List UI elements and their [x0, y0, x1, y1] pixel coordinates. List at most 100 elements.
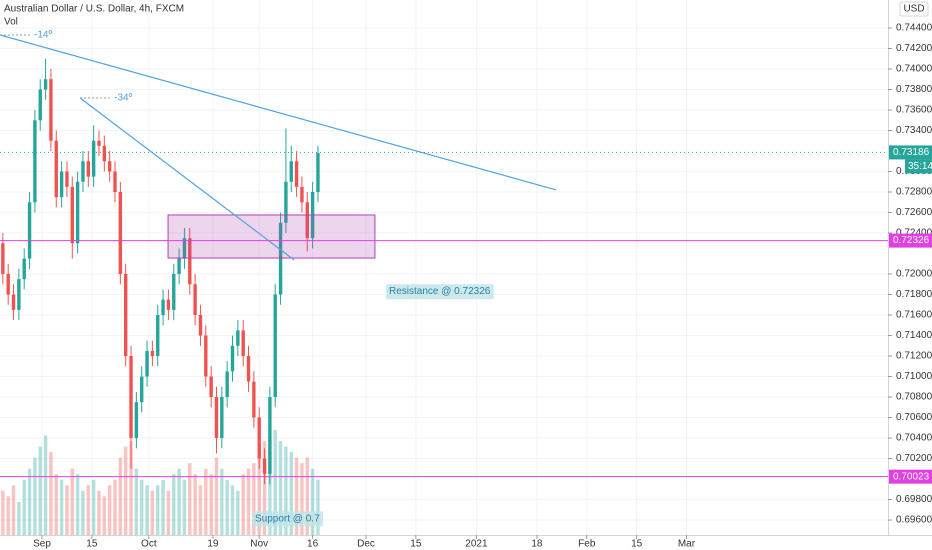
volume-bar: [241, 474, 245, 535]
note-bg: [386, 284, 494, 300]
candle-body: [97, 140, 101, 146]
candle-body: [214, 397, 219, 439]
candle-body: [38, 89, 42, 121]
candle-body: [70, 186, 74, 244]
volume-bar: [305, 457, 309, 535]
x-tick-label: Sep: [33, 539, 51, 550]
volume-bar: [22, 479, 26, 535]
candle-body: [182, 238, 187, 259]
volume-label: Vol: [4, 17, 18, 28]
volume-bar: [11, 485, 16, 535]
y-tick-label: 0.70400: [896, 433, 932, 444]
volume-bar: [91, 479, 96, 535]
volume-bar: [182, 479, 187, 535]
x-tick-label: 15: [410, 539, 422, 550]
y-tick-label: 0.71200: [896, 351, 932, 362]
volume-bar: [198, 485, 203, 535]
volume-bar: [70, 468, 74, 535]
volume-bar: [172, 474, 176, 535]
volume-bar: [1, 490, 5, 535]
candle-body: [86, 161, 91, 177]
candle-body: [140, 376, 144, 403]
candle-body: [241, 330, 245, 357]
zone-box: [167, 214, 376, 259]
volume-bar: [156, 485, 160, 535]
level-tag-label: 0.70023: [893, 471, 930, 482]
axis-layer: 0.69600 0.69800 0.70200 0.70400 0.70600 0.708…: [33, 23, 932, 550]
candle-body: [107, 161, 112, 172]
volume-bar: [246, 468, 251, 535]
volume-bar: [289, 452, 293, 535]
volume-bar: [150, 490, 155, 535]
candle-body: [262, 458, 267, 474]
volume-bar: [49, 452, 53, 535]
volume-bar: [86, 485, 91, 535]
x-tick-label: 15: [631, 539, 643, 550]
volume-bar: [75, 474, 80, 535]
volume-bar: [214, 457, 219, 535]
candle-body: [43, 79, 48, 90]
volume-bar: [204, 468, 208, 535]
volume-bar: [209, 474, 213, 535]
candle-body: [268, 397, 272, 474]
candle-body: [193, 284, 197, 316]
countdown-tag: [905, 159, 932, 174]
y-tick-label: 0.69800: [896, 494, 932, 505]
volume-bar: [161, 479, 165, 535]
level-tag: [889, 233, 932, 248]
y-tick-label: 0.72400: [896, 228, 932, 239]
volume-bar: [43, 435, 48, 535]
y-tick-label: 0.71400: [896, 330, 932, 341]
candle-body: [252, 381, 256, 418]
x-tick-label: 15: [86, 539, 98, 550]
currency-box[interactable]: [899, 1, 929, 17]
y-tick-label: 0.71000: [896, 371, 932, 382]
volume-bar: [177, 468, 181, 535]
y-tick-label: 0.72000: [896, 269, 932, 280]
x-tick-label: 2021: [465, 539, 488, 550]
y-tick-label: 0.71600: [896, 310, 932, 321]
candle-body: [91, 140, 96, 177]
candle-body: [113, 171, 117, 193]
candle-body: [129, 356, 133, 439]
candle-body: [156, 315, 160, 357]
volume-layer: [1, 430, 320, 535]
volume-bar: [65, 485, 69, 535]
y-tick-label: 0.72800: [896, 187, 932, 198]
drawings-layer: -14º -34º Resistance @ 0.72326 Support @ 0.…: [0, 30, 888, 527]
candle-body: [289, 161, 293, 182]
candle-body: [294, 161, 299, 187]
currency: USD: [903, 4, 924, 15]
volume-bar: [262, 441, 267, 535]
candle-body: [1, 243, 5, 275]
candle-body: [134, 402, 139, 439]
volume-bar: [123, 446, 128, 535]
y-tick-label: 0.70600: [896, 412, 932, 423]
candle-body: [230, 345, 235, 372]
candle-body: [236, 330, 240, 346]
candle-body: [150, 350, 155, 357]
last-price-label: 0.73186: [893, 147, 930, 158]
x-tick-label: Mar: [678, 539, 696, 550]
volume-bar: [284, 446, 288, 535]
y-tick-label: 0.72600: [896, 207, 932, 218]
candle-body: [225, 371, 229, 398]
chart-title: Australian Dollar / U.S. Dollar, 4h, FXC…: [4, 4, 184, 15]
volume-bar: [316, 479, 320, 535]
volume-bar: [220, 468, 224, 535]
level-note: Support @ 0.7: [255, 513, 320, 524]
volume-bar: [300, 463, 304, 535]
note-bg: [252, 511, 324, 527]
candle-body: [166, 299, 171, 310]
candle-body: [145, 350, 149, 377]
volume-bar: [107, 485, 112, 535]
trendline: [79, 97, 295, 261]
volume-bar: [140, 479, 144, 535]
y-tick-label: 0.69600: [896, 515, 932, 526]
x-tick-label: Nov: [250, 539, 268, 550]
grid: [0, 0, 888, 535]
volume-bar: [257, 446, 261, 535]
angle-label: -34º: [114, 93, 132, 104]
